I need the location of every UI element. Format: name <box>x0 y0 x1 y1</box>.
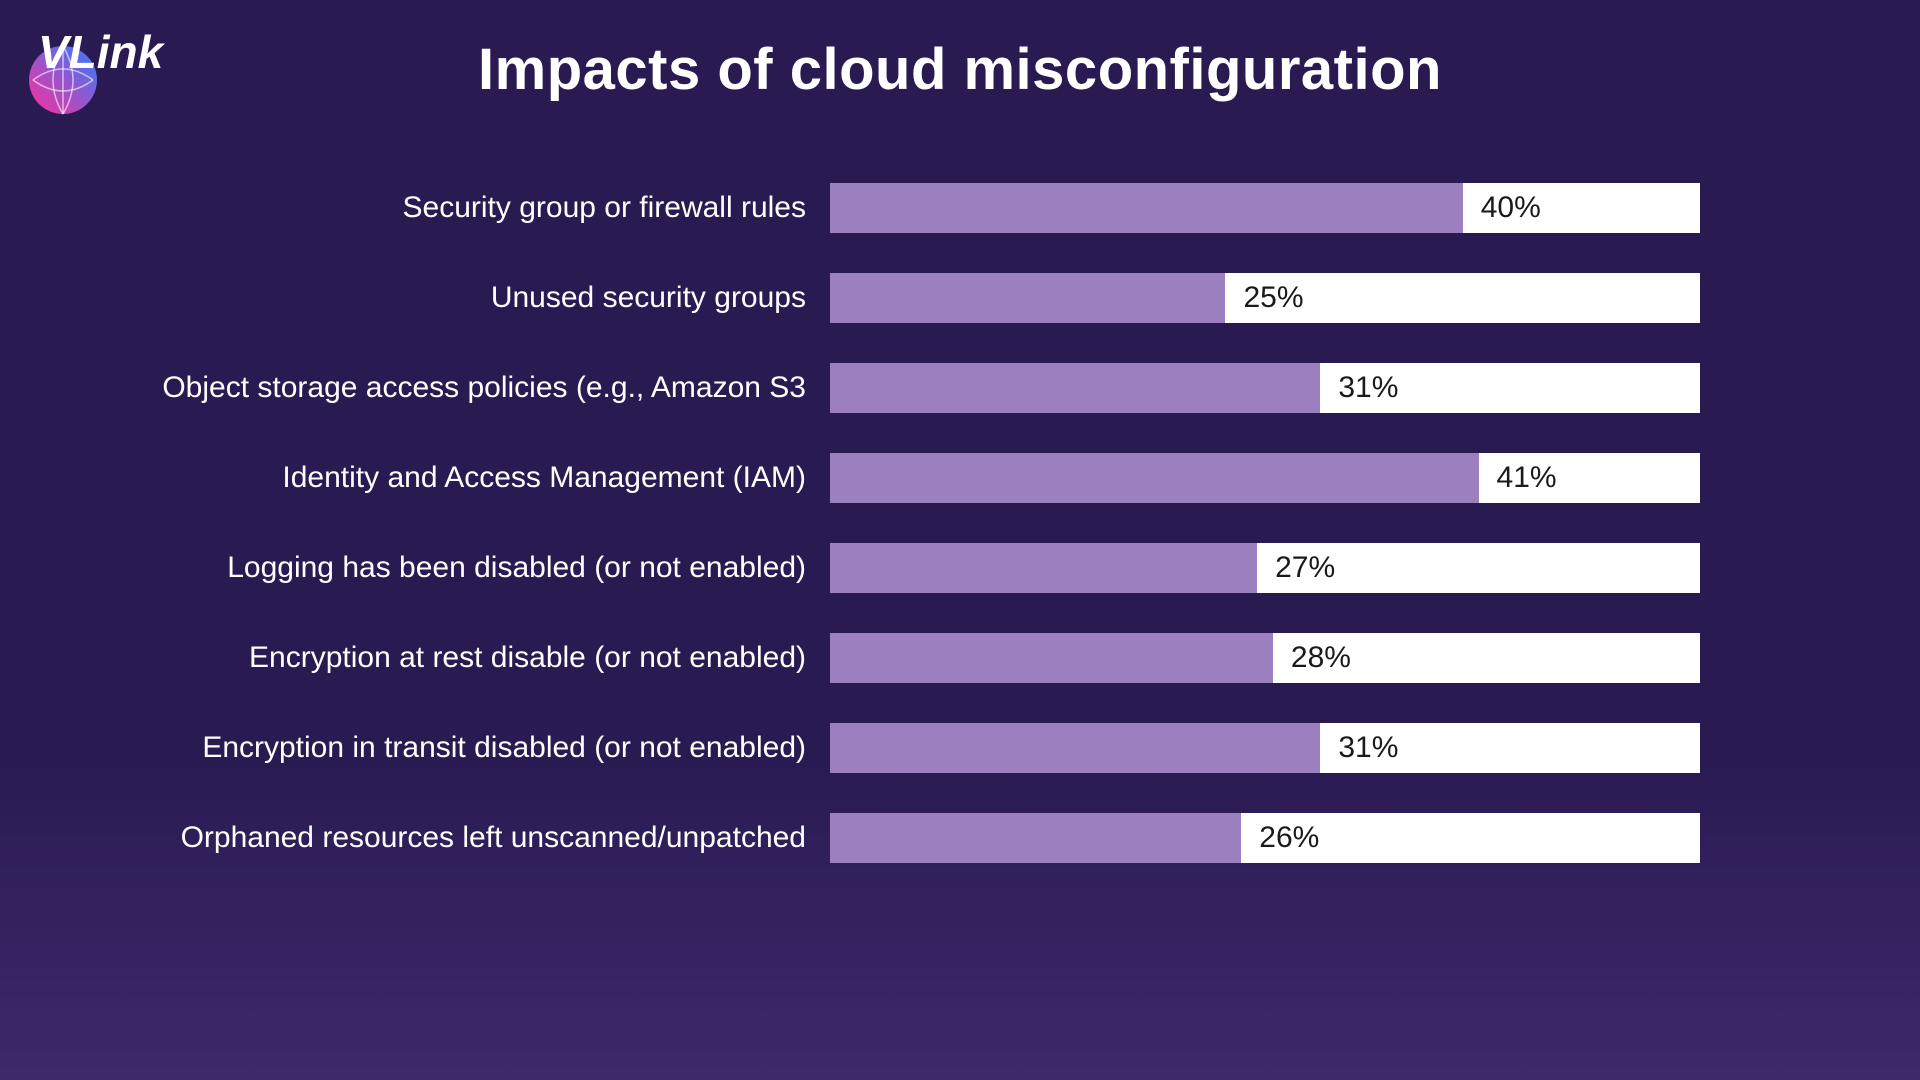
bar-row: Identity and Access Management (IAM) 41% <box>110 453 1810 503</box>
bar-row: Logging has been disabled (or not enable… <box>110 543 1810 593</box>
bar-label: Security group or firewall rules <box>110 191 830 225</box>
bar-track: 28% <box>830 633 1700 683</box>
bar-fill <box>830 633 1273 683</box>
bar-value: 28% <box>1273 641 1351 675</box>
bar-label: Encryption in transit disabled (or not e… <box>110 731 830 765</box>
bar-fill <box>830 813 1241 863</box>
bar-fill <box>830 273 1225 323</box>
vlink-logo-icon: VLink <box>18 18 168 118</box>
bar-track: 31% <box>830 363 1700 413</box>
chart-title: Impacts of cloud misconfiguration <box>0 0 1920 103</box>
bar-row: Encryption in transit disabled (or not e… <box>110 723 1810 773</box>
bar-fill <box>830 183 1463 233</box>
bar-value: 31% <box>1320 731 1398 765</box>
bar-value: 27% <box>1257 551 1335 585</box>
bar-track: 41% <box>830 453 1700 503</box>
bar-track: 27% <box>830 543 1700 593</box>
svg-text:VLink: VLink <box>38 26 166 78</box>
bar-label: Logging has been disabled (or not enable… <box>110 551 830 585</box>
bar-fill <box>830 453 1479 503</box>
bar-fill <box>830 363 1320 413</box>
bar-value: 41% <box>1479 461 1557 495</box>
bar-value: 25% <box>1225 281 1303 315</box>
bar-fill <box>830 723 1320 773</box>
bar-row: Encryption at rest disable (or not enabl… <box>110 633 1810 683</box>
bar-row: Orphaned resources left unscanned/unpatc… <box>110 813 1810 863</box>
bar-value: 40% <box>1463 191 1541 225</box>
vlink-logo: VLink <box>18 18 168 118</box>
bar-row: Object storage access policies (e.g., Am… <box>110 363 1810 413</box>
bar-row: Security group or firewall rules 40% <box>110 183 1810 233</box>
bar-track: 25% <box>830 273 1700 323</box>
bar-track: 31% <box>830 723 1700 773</box>
bar-fill <box>830 543 1257 593</box>
bar-label: Unused security groups <box>110 281 830 315</box>
bar-label: Orphaned resources left unscanned/unpatc… <box>110 821 830 855</box>
bar-track: 26% <box>830 813 1700 863</box>
bar-value: 31% <box>1320 371 1398 405</box>
bar-row: Unused security groups 25% <box>110 273 1810 323</box>
bar-track: 40% <box>830 183 1700 233</box>
bar-label: Encryption at rest disable (or not enabl… <box>110 641 830 675</box>
bar-label: Object storage access policies (e.g., Am… <box>110 371 830 405</box>
bar-label: Identity and Access Management (IAM) <box>110 461 830 495</box>
bar-chart: Security group or firewall rules 40% Unuse… <box>110 183 1810 863</box>
bar-value: 26% <box>1241 821 1319 855</box>
